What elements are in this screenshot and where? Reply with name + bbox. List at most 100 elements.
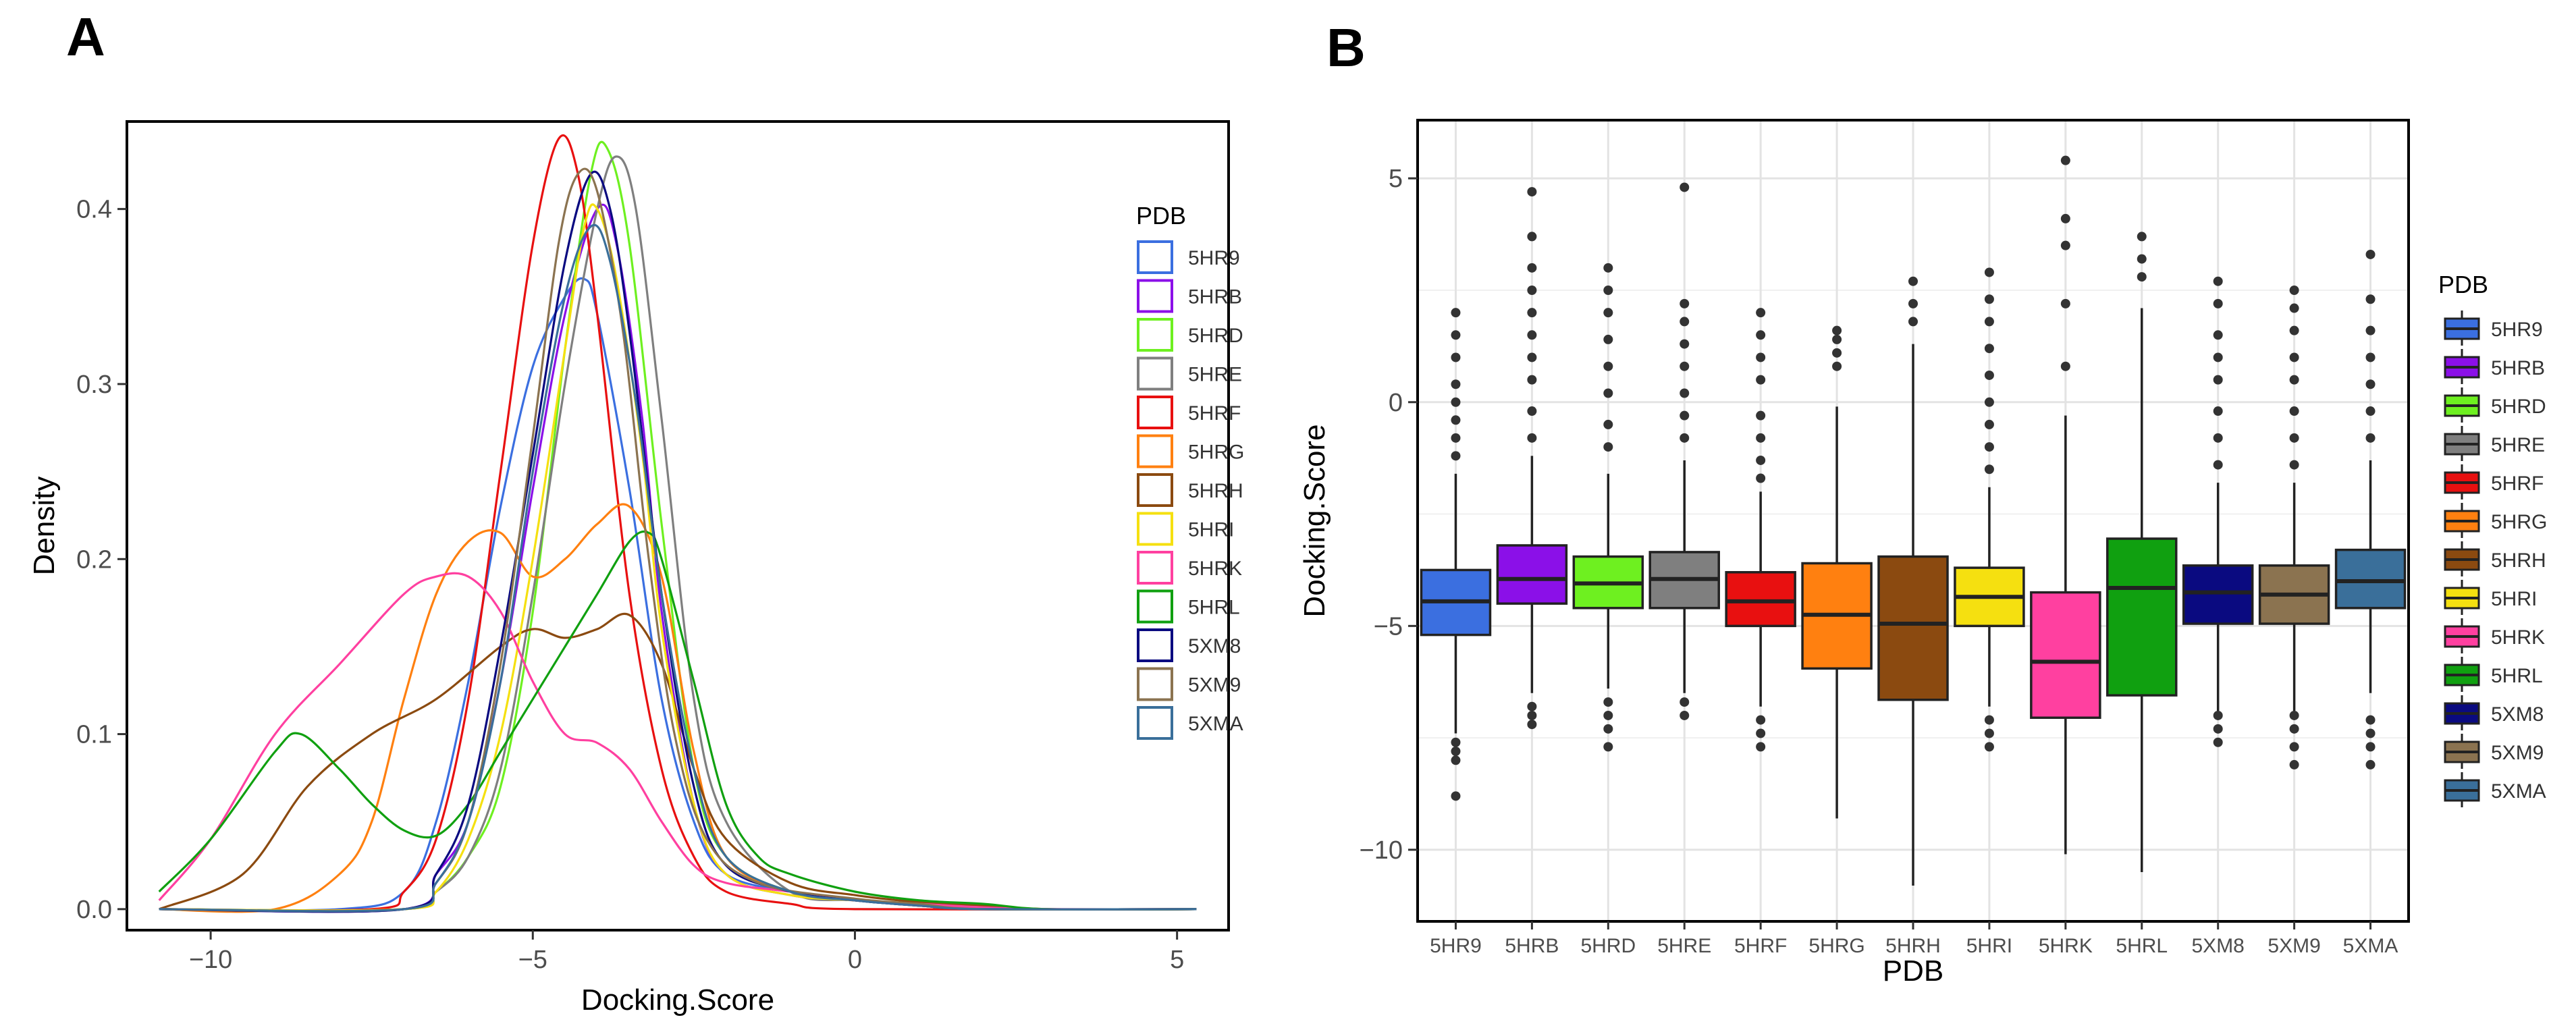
outlier-point xyxy=(1756,742,1766,752)
outlier-point xyxy=(2213,330,2223,340)
outlier-point xyxy=(2365,433,2376,443)
outlier-point xyxy=(1527,720,1537,730)
outlier-point xyxy=(2365,249,2376,259)
legend-item: 5HRH xyxy=(2491,549,2546,572)
legend-key-5xm9 xyxy=(1137,667,1173,701)
legend-key-5hrh xyxy=(1137,473,1173,507)
y-tick-label: 0 xyxy=(1389,389,1403,417)
outlier-point xyxy=(1984,442,1994,452)
x-tick-label: −5 xyxy=(518,946,547,974)
box-5hrb xyxy=(1496,544,1568,605)
outlier-point xyxy=(2365,406,2376,416)
outlier-point xyxy=(1756,352,1766,362)
outlier-point xyxy=(1756,308,1766,318)
legend-key-5hrl xyxy=(1137,589,1173,624)
box-5hrf xyxy=(1725,571,1796,628)
legend-item: 5HRK xyxy=(2491,626,2545,649)
outlier-point xyxy=(2365,379,2376,389)
outlier-point xyxy=(2365,759,2376,770)
legend-item: 5HRE xyxy=(2491,434,2545,456)
outlier-point xyxy=(2289,375,2299,385)
outlier-point xyxy=(2213,406,2223,416)
outlier-point xyxy=(2365,728,2376,738)
outlier-point xyxy=(1756,433,1766,443)
y-axis-label: Density xyxy=(28,477,61,576)
outlier-point xyxy=(1603,419,1613,429)
outlier-point xyxy=(2213,375,2223,385)
x-tick-label: 5HRF xyxy=(1734,935,1787,957)
legend-item: 5HR9 xyxy=(2491,319,2543,341)
outlier-point xyxy=(2289,759,2299,770)
outlier-point xyxy=(1984,267,1994,277)
outlier-point xyxy=(2289,325,2299,335)
outlier-point xyxy=(1680,410,1690,421)
y-tick-label: 0.3 xyxy=(76,371,112,399)
y-axis-label: Docking.Score xyxy=(1298,424,1331,617)
outlier-point xyxy=(1680,710,1690,720)
outlier-point xyxy=(1603,285,1613,295)
outlier-point xyxy=(1527,433,1537,443)
boxplot-chart: −10 −5 0 5 5HR9 5HRB 5HRD 5HRE 5HRF 5HRG 5HRH 5HRI 5… xyxy=(1298,119,2547,988)
outlier-point xyxy=(1527,710,1537,720)
y-tick-label: −5 xyxy=(1374,612,1403,641)
outlier-point xyxy=(1680,697,1690,707)
x-tick-label: 5XM8 xyxy=(2192,935,2245,957)
legend-item: 5HRF xyxy=(1188,402,1241,425)
outlier-point xyxy=(1756,455,1766,465)
legend-item: 5XM9 xyxy=(1188,674,1241,697)
outlier-point xyxy=(1451,433,1461,443)
outlier-point xyxy=(1451,352,1461,362)
outlier-point xyxy=(2289,285,2299,295)
outlier-point xyxy=(1451,379,1461,389)
outlier-point xyxy=(1832,334,1842,344)
outlier-point xyxy=(2137,232,2147,242)
x-tick-label: 5HRB xyxy=(1505,935,1559,957)
outlier-point xyxy=(1451,451,1461,461)
outlier-point xyxy=(2365,294,2376,304)
outlier-point xyxy=(1984,715,1994,725)
legend-key-5hrd xyxy=(1137,318,1173,352)
x-tick-label: 5HRI xyxy=(1966,935,2012,957)
outlier-point xyxy=(2289,433,2299,443)
outlier-point xyxy=(1527,330,1537,340)
outlier-point xyxy=(1984,317,1994,327)
box-5hrk xyxy=(2030,591,2101,720)
y-tick-label: 0.4 xyxy=(76,196,112,224)
outlier-point xyxy=(1451,415,1461,425)
density-chart: −10 −5 0 5 0.0 0.1 0.2 0.3 0.4 Docking.Score Densi… xyxy=(28,120,1244,1017)
legend-item: 5XM8 xyxy=(1188,635,1241,657)
box-5hrl xyxy=(2106,537,2178,697)
x-tick-label: 5HRE xyxy=(1657,935,1711,957)
outlier-point xyxy=(1603,742,1613,752)
outlier-point xyxy=(1603,388,1613,398)
outlier-point xyxy=(2213,737,2223,747)
outlier-point xyxy=(1680,361,1690,371)
x-tick-label: 5HRG xyxy=(1808,935,1864,957)
outlier-point xyxy=(2213,724,2223,734)
legend-item: 5HRB xyxy=(1188,286,1242,308)
outlier-point xyxy=(1451,747,1461,757)
outlier-point xyxy=(1984,419,1994,429)
outlier-point xyxy=(2060,361,2070,371)
outlier-point xyxy=(1756,375,1766,385)
outlier-point xyxy=(1527,232,1537,242)
outlier-point xyxy=(1527,263,1537,273)
plot-frame xyxy=(126,120,1230,932)
panel-a-label: A xyxy=(66,7,105,67)
outlier-point xyxy=(2289,303,2299,313)
outlier-point xyxy=(1984,294,1994,304)
outlier-point xyxy=(2289,460,2299,470)
legend-item: 5HRD xyxy=(1188,325,1243,347)
legend-item: 5HRD xyxy=(2491,396,2546,418)
outlier-point xyxy=(2365,742,2376,752)
outlier-point xyxy=(1603,697,1613,707)
outlier-point xyxy=(1832,361,1842,371)
legend-item: 5XMA xyxy=(2491,780,2546,803)
x-tick-label: 5HRH xyxy=(1885,935,1941,957)
outlier-point xyxy=(1451,737,1461,747)
outlier-point xyxy=(2289,352,2299,362)
outlier-point xyxy=(2365,352,2376,362)
outlier-point xyxy=(2060,298,2070,308)
legend-item: 5XM8 xyxy=(2491,703,2544,726)
outlier-point xyxy=(1680,433,1690,443)
